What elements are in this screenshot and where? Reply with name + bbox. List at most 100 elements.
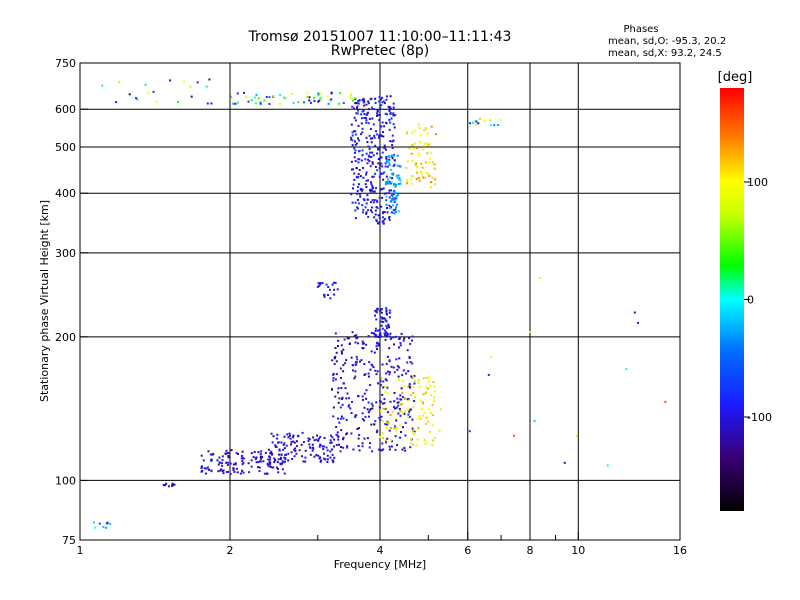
data-point bbox=[372, 123, 375, 126]
data-point bbox=[237, 101, 239, 104]
data-point bbox=[370, 332, 373, 334]
data-point bbox=[319, 282, 322, 284]
data-point bbox=[361, 412, 364, 415]
data-point bbox=[393, 343, 395, 346]
data-point bbox=[419, 385, 421, 388]
data-point bbox=[330, 98, 333, 101]
data-point bbox=[388, 429, 391, 432]
data-point bbox=[202, 459, 205, 462]
data-point bbox=[404, 449, 407, 452]
data-point bbox=[394, 208, 397, 211]
data-point bbox=[338, 102, 340, 105]
data-point bbox=[371, 161, 374, 164]
data-point bbox=[351, 144, 354, 147]
data-point bbox=[362, 98, 365, 101]
data-point bbox=[165, 482, 168, 485]
data-point bbox=[365, 121, 368, 124]
data-point bbox=[396, 154, 399, 157]
data-point bbox=[388, 164, 391, 166]
data-point bbox=[210, 458, 213, 461]
data-point bbox=[298, 449, 301, 452]
data-point bbox=[377, 382, 379, 385]
data-point bbox=[399, 342, 402, 344]
data-point bbox=[357, 202, 360, 205]
data-point bbox=[390, 427, 392, 430]
data-point bbox=[283, 447, 286, 450]
data-point bbox=[279, 93, 282, 96]
data-point bbox=[353, 335, 356, 337]
data-point bbox=[327, 294, 329, 296]
data-point bbox=[390, 200, 393, 203]
data-point bbox=[394, 425, 396, 428]
data-point bbox=[391, 177, 394, 180]
data-point bbox=[374, 172, 377, 175]
data-point bbox=[365, 213, 368, 215]
data-point bbox=[383, 102, 386, 104]
chart-subtitle: RwPretec (8p) bbox=[331, 43, 429, 59]
data-point bbox=[394, 448, 397, 451]
data-point bbox=[128, 93, 131, 96]
data-point bbox=[221, 455, 224, 458]
data-point bbox=[320, 459, 323, 462]
data-point bbox=[364, 373, 367, 376]
data-point bbox=[664, 400, 667, 403]
data-point bbox=[315, 454, 318, 457]
data-point bbox=[354, 416, 357, 418]
data-point bbox=[365, 186, 368, 188]
data-point bbox=[367, 401, 370, 404]
data-point bbox=[369, 190, 372, 193]
data-point bbox=[424, 442, 427, 445]
data-point bbox=[351, 134, 354, 137]
data-point bbox=[407, 370, 410, 373]
y-tick-label: 75 bbox=[62, 534, 76, 547]
data-point bbox=[271, 441, 274, 444]
data-point bbox=[301, 431, 304, 434]
data-point bbox=[386, 178, 389, 181]
data-point bbox=[395, 430, 397, 433]
data-point bbox=[385, 320, 388, 323]
data-point bbox=[379, 332, 382, 335]
data-point bbox=[241, 469, 244, 472]
data-point bbox=[354, 143, 357, 146]
data-point bbox=[332, 372, 335, 375]
data-point bbox=[376, 429, 379, 432]
data-point bbox=[357, 427, 360, 429]
data-point bbox=[384, 386, 387, 388]
data-point bbox=[427, 380, 430, 383]
data-point bbox=[277, 441, 280, 444]
data-point bbox=[404, 410, 407, 413]
data-point bbox=[391, 134, 394, 137]
data-point bbox=[402, 396, 404, 399]
data-point bbox=[414, 429, 417, 432]
data-point bbox=[378, 196, 381, 199]
data-point bbox=[431, 404, 434, 407]
data-point bbox=[171, 482, 174, 485]
data-point bbox=[376, 207, 379, 210]
data-point bbox=[427, 173, 430, 176]
data-point bbox=[94, 526, 97, 529]
data-point bbox=[637, 321, 639, 324]
data-point bbox=[380, 156, 383, 159]
x-tick-label: 2 bbox=[227, 544, 234, 557]
data-point bbox=[275, 445, 278, 448]
data-point bbox=[376, 341, 379, 344]
data-point bbox=[378, 95, 381, 98]
data-point bbox=[326, 95, 329, 98]
data-point bbox=[432, 424, 435, 427]
data-point bbox=[389, 338, 392, 341]
data-point bbox=[218, 461, 221, 464]
data-point bbox=[346, 392, 349, 395]
data-point bbox=[410, 175, 413, 178]
data-point bbox=[230, 97, 233, 100]
data-point bbox=[316, 434, 319, 437]
data-point bbox=[376, 169, 379, 172]
data-point bbox=[388, 204, 391, 207]
data-point bbox=[425, 142, 428, 145]
data-point bbox=[428, 376, 431, 379]
data-point bbox=[408, 355, 411, 358]
data-point bbox=[243, 91, 246, 94]
data-point bbox=[222, 472, 225, 475]
data-point bbox=[394, 185, 397, 188]
data-point bbox=[403, 413, 406, 415]
data-point bbox=[350, 123, 353, 126]
